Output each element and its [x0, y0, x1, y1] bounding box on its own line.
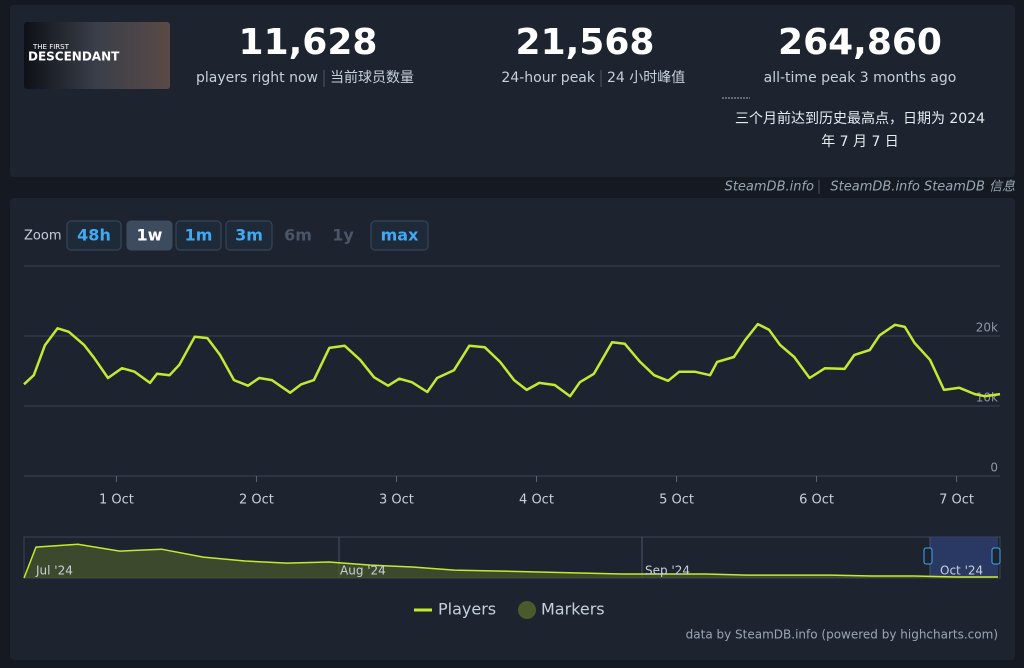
- y-tick-label: 10k: [976, 391, 998, 405]
- zoom-button-label[interactable]: 48h: [77, 226, 111, 245]
- zoom-button-label: 1y: [332, 226, 354, 245]
- navigator-selection[interactable]: [930, 537, 998, 578]
- credit: SteamDB.info: [725, 180, 814, 195]
- x-tick-label: 6 Oct: [799, 493, 834, 508]
- x-tick-label: 2 Oct: [239, 493, 274, 508]
- zoom-button-label: 6m: [284, 226, 312, 245]
- navigator-label: Jul '24: [35, 564, 73, 578]
- stat-number: 264,860: [778, 22, 942, 63]
- navigator-label: Oct '24: [940, 564, 983, 578]
- thumb-title: THE FIRST: [32, 43, 70, 51]
- stat-number: 11,628: [239, 22, 378, 63]
- navigator-handle[interactable]: [991, 547, 1001, 565]
- stat-label-zh: 24 小时峰值: [607, 70, 685, 86]
- legend-label[interactable]: Players: [438, 600, 496, 619]
- zoom-button[interactable]: [175, 220, 222, 251]
- zoom-button[interactable]: [225, 220, 273, 251]
- stat-note: 三个月前达到历史最高点，日期为 2024: [735, 110, 985, 127]
- x-tick-label: 4 Oct: [519, 493, 554, 508]
- zoom-button-label[interactable]: 1m: [185, 226, 213, 245]
- stat-label-zh: 当前球员数量: [330, 69, 414, 86]
- zoom-button[interactable]: [126, 220, 173, 251]
- stat-label: 24-hour peak: [501, 70, 595, 86]
- x-tick-label: 1 Oct: [99, 493, 134, 508]
- stat-label: all-time peak 3 months ago: [764, 70, 957, 86]
- zoom-button[interactable]: [370, 220, 429, 251]
- stat-number: 21,568: [516, 22, 655, 63]
- chart-panel: [10, 198, 1015, 660]
- navigator-label: Aug '24: [340, 564, 386, 578]
- x-tick-label: 5 Oct: [659, 493, 694, 508]
- series-line: [23, 322, 1001, 398]
- zoom-button[interactable]: [66, 220, 122, 251]
- y-tick-label: 20k: [976, 321, 998, 335]
- navigator-handle[interactable]: [923, 547, 933, 565]
- chart-credit[interactable]: data by SteamDB.info (powered by highcha…: [686, 628, 998, 642]
- zoom-label: Zoom: [24, 229, 61, 244]
- legend-label[interactable]: Markers: [541, 600, 605, 619]
- y-tick-label: 0: [990, 461, 998, 475]
- stat-label: players right now: [196, 70, 318, 86]
- navigator-label: Sep '24: [645, 564, 690, 578]
- credit: SteamDB.info SteamDB 信息: [830, 179, 1015, 195]
- x-tick-label: 7 Oct: [939, 493, 974, 508]
- navigator-line: [23, 543, 998, 579]
- zoom-button-label[interactable]: 3m: [235, 226, 263, 245]
- thumb-title: DESCENDANT: [28, 50, 120, 64]
- zoom-button-label[interactable]: 1w: [137, 226, 163, 245]
- game-thumbnail[interactable]: [24, 22, 170, 89]
- stat-note: 年 7 月 7 日: [821, 134, 899, 150]
- x-tick-label: 3 Oct: [379, 493, 414, 508]
- navigator-area: [24, 544, 998, 578]
- zoom-button-label[interactable]: max: [381, 226, 419, 245]
- header-panel: [10, 5, 1015, 177]
- legend-swatch: [518, 601, 536, 619]
